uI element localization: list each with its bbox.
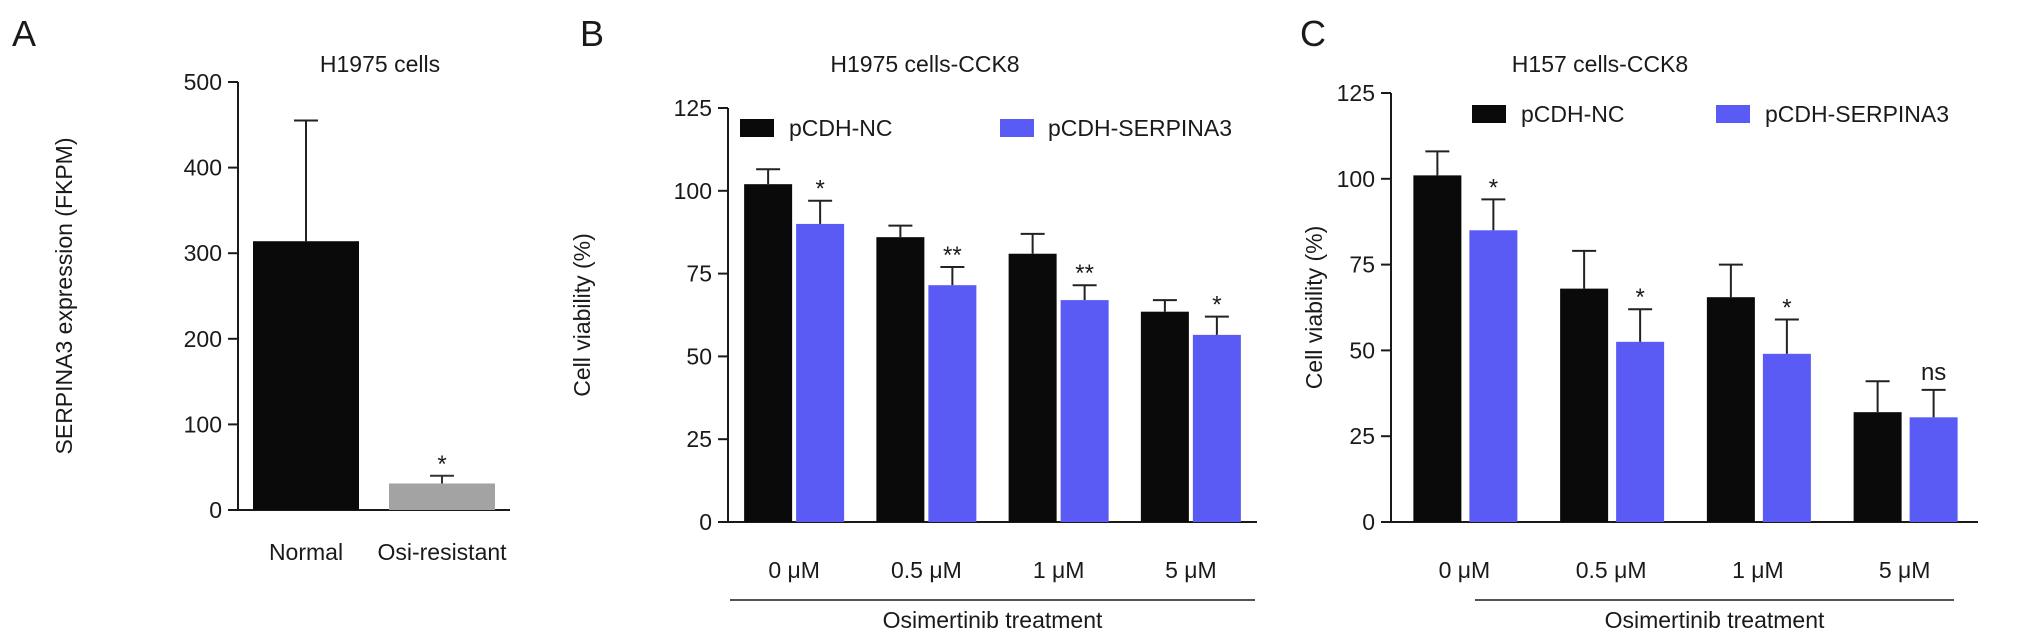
y-tick-label: 500 [184,69,222,95]
y-tick-label: 50 [1349,337,1375,363]
y-tick-label: 25 [686,426,712,452]
chart-title: H157 cells-CCK8 [1512,51,1688,77]
bar-pcdh-nc-0 [1413,175,1462,523]
significance-label: * [1212,292,1221,319]
y-axis-label: Cell viability (%) [569,233,595,397]
bar-series-0 [253,241,359,510]
category-label: 1 μM [1732,557,1784,583]
category-label: 5 μM [1879,557,1931,583]
y-tick-label: 50 [686,343,712,369]
chart-title: H1975 cells [320,51,440,77]
bar-pcdh-serpina3-1 [928,285,977,522]
y-axis-label: SERPINA3 expression (FKPM) [51,138,77,455]
significance-label: ** [943,242,962,269]
category-label: 0 μM [768,557,820,583]
legend-swatch [1000,119,1034,137]
x-axis-label: Osimertinib treatment [883,607,1103,633]
panel-letter: C [1300,13,1326,54]
bar-pcdh-serpina3-1 [1616,341,1665,522]
bar-pcdh-serpina3-3 [1909,417,1958,522]
panel-letter: A [12,13,36,54]
category-label: 0 μM [1439,557,1491,583]
y-tick-label: 400 [184,155,222,181]
legend-swatch [740,119,774,137]
y-axis-label: Cell viability (%) [1301,226,1327,390]
y-tick-label: 300 [184,240,222,266]
category-label: 5 μM [1165,557,1217,583]
legend-label: pCDH-NC [789,115,893,141]
y-tick-label: 200 [184,326,222,352]
bar-pcdh-serpina3-3 [1192,334,1241,522]
category-label: 0.5 μM [1576,557,1647,583]
bar-pcdh-serpina3-0 [1469,230,1518,522]
y-tick-label: 0 [699,509,712,535]
y-tick-label: 0 [209,497,222,523]
significance-label: * [1635,284,1644,311]
chart-panel-b: B H1975 cells-CCK8 0 25 50 75 100 125 Cell viabi… [569,13,1257,633]
category-label: Osi-resistant [377,539,507,565]
category-label: 0.5 μM [891,557,962,583]
x-axis-label: Osimertinib treatment [1605,607,1825,633]
significance-label: * [1782,295,1791,322]
panel-letter: B [580,13,604,54]
bar-pcdh-nc-2 [1706,297,1755,522]
bar-pcdh-nc-3 [1853,412,1902,522]
y-tick-label: 100 [674,178,712,204]
y-tick-label: 25 [1349,423,1375,449]
chart-title: H1975 cells-CCK8 [830,51,1019,77]
chart-panel-a: A H1975 cells 0 100 200 300 400 500 SERPINA3 exp… [12,13,510,565]
category-label: Normal [269,539,343,565]
y-tick-label: 75 [1349,252,1375,278]
bar-pcdh-serpina3-0 [796,223,845,523]
legend-swatch [1472,105,1506,123]
legend-label: pCDH-SERPINA3 [1048,115,1232,141]
chart-panel-c: C H157 cells-CCK8 0 25 50 75 100 125 Cell viabil… [1300,13,1978,633]
bar-pcdh-nc-1 [1560,288,1609,522]
bar-pcdh-nc-0 [744,184,793,522]
y-tick-label: 100 [1337,166,1375,192]
legend-label: pCDH-SERPINA3 [1765,101,1949,127]
y-tick-label: 100 [184,411,222,437]
legend-swatch [1716,105,1750,123]
y-tick-label: 0 [1362,509,1375,535]
bar-pcdh-serpina3-2 [1762,353,1811,522]
y-tick-label: 75 [686,261,712,287]
bar-pcdh-serpina3-2 [1060,300,1109,522]
y-tick-label: 125 [674,95,712,121]
bar-pcdh-nc-2 [1008,253,1057,522]
y-tick-label: 125 [1337,80,1375,106]
significance-label: * [437,451,446,478]
legend-label: pCDH-NC [1521,101,1625,127]
significance-label: * [1489,174,1498,201]
bar-pcdh-nc-1 [876,237,925,522]
significance-label: * [815,176,824,203]
significance-label: ** [1075,260,1094,287]
bar-series-1 [389,483,495,510]
category-label: 1 μM [1033,557,1085,583]
bar-pcdh-nc-3 [1140,311,1189,522]
significance-label: ns [1921,359,1946,386]
